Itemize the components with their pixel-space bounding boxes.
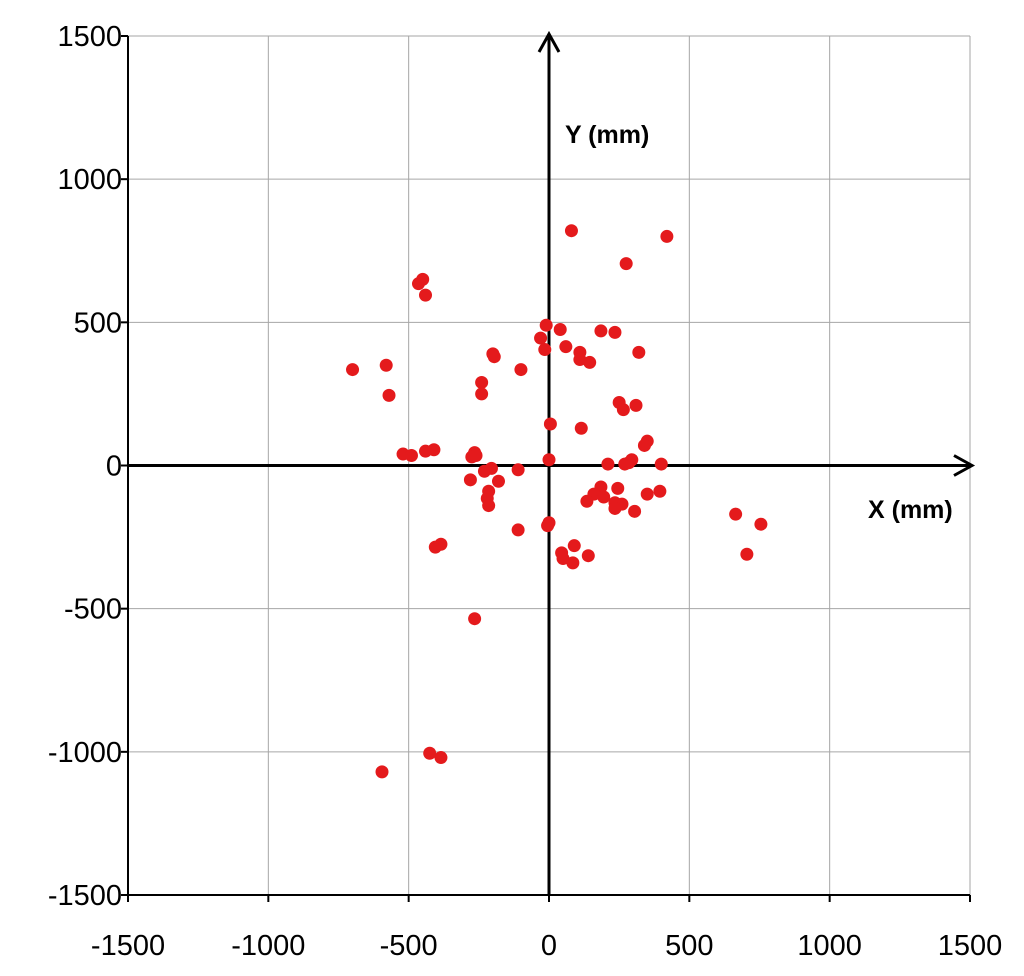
data-point: [729, 507, 743, 521]
data-point: [463, 473, 477, 487]
data-point: [382, 388, 396, 402]
data-point: [475, 387, 489, 401]
x-tick-label: -1500: [91, 930, 165, 962]
data-point: [608, 325, 622, 339]
data-point: [608, 501, 622, 515]
data-point: [539, 318, 553, 332]
data-point: [375, 765, 389, 779]
data-point: [628, 504, 642, 518]
data-point: [583, 355, 597, 369]
data-point: [491, 474, 505, 488]
data-point: [543, 417, 557, 431]
data-point: [597, 490, 611, 504]
x-axis-title: X (mm): [868, 496, 953, 524]
data-point: [632, 345, 646, 359]
y-tick-label: -500: [64, 594, 122, 626]
y-axis-arrow: [537, 30, 561, 53]
data-point: [468, 612, 482, 626]
data-point: [556, 552, 570, 566]
data-point: [564, 224, 578, 238]
data-point: [411, 277, 425, 291]
data-points: [346, 224, 768, 779]
plot-frame: [121, 35, 971, 902]
y-tick-label: 1000: [57, 164, 122, 196]
x-tick-label: -500: [380, 930, 438, 962]
data-point: [534, 331, 548, 345]
data-point: [616, 403, 630, 417]
data-point: [553, 322, 567, 336]
x-tick-label: 500: [665, 930, 713, 962]
data-point: [654, 457, 668, 471]
data-point: [566, 556, 580, 570]
data-point: [573, 353, 587, 367]
data-point: [404, 448, 418, 462]
data-point: [477, 464, 491, 478]
data-point: [640, 487, 654, 501]
data-point: [434, 751, 448, 765]
data-point: [601, 457, 615, 471]
data-point: [419, 288, 433, 302]
y-tick-label: 1500: [57, 21, 122, 53]
data-point: [740, 547, 754, 561]
tick-labels: -1500 -1000 -500 0 500 1000 1500 -1500 -1000 -500…: [48, 21, 1002, 962]
x-tick-label: 1500: [938, 930, 1003, 962]
data-point: [511, 523, 525, 537]
y-tick-label: 0: [106, 451, 122, 483]
data-point: [434, 537, 448, 551]
data-point: [559, 340, 573, 354]
data-point: [594, 324, 608, 338]
data-point: [379, 358, 393, 372]
data-point: [511, 463, 525, 477]
data-point: [514, 363, 528, 377]
data-point: [567, 539, 581, 553]
data-point: [580, 494, 594, 508]
data-point: [653, 484, 667, 498]
x-tick-label: -1000: [231, 930, 305, 962]
data-point: [423, 746, 437, 760]
data-point: [660, 229, 674, 243]
x-axis-arrow: [953, 454, 976, 477]
data-point: [542, 453, 556, 467]
data-point: [482, 499, 496, 513]
y-axis-title: Y (mm): [565, 121, 649, 149]
data-point: [541, 519, 555, 533]
data-point: [538, 343, 552, 357]
y-tick-label: -1000: [48, 737, 122, 769]
x-tick-label: 0: [541, 930, 557, 962]
data-point: [637, 438, 651, 452]
y-tick-label: -1500: [48, 880, 122, 912]
data-point: [754, 517, 768, 531]
data-point: [629, 398, 643, 412]
data-point: [419, 444, 433, 458]
x-tick-label: 1000: [797, 930, 862, 962]
data-point: [346, 363, 360, 377]
data-point: [611, 481, 625, 495]
data-point: [581, 549, 595, 563]
data-point: [469, 448, 483, 462]
y-tick-label: 500: [74, 307, 122, 339]
data-point: [618, 457, 632, 471]
data-point: [574, 421, 588, 435]
data-point: [475, 375, 489, 389]
data-point: [487, 350, 501, 364]
data-point: [619, 257, 633, 271]
